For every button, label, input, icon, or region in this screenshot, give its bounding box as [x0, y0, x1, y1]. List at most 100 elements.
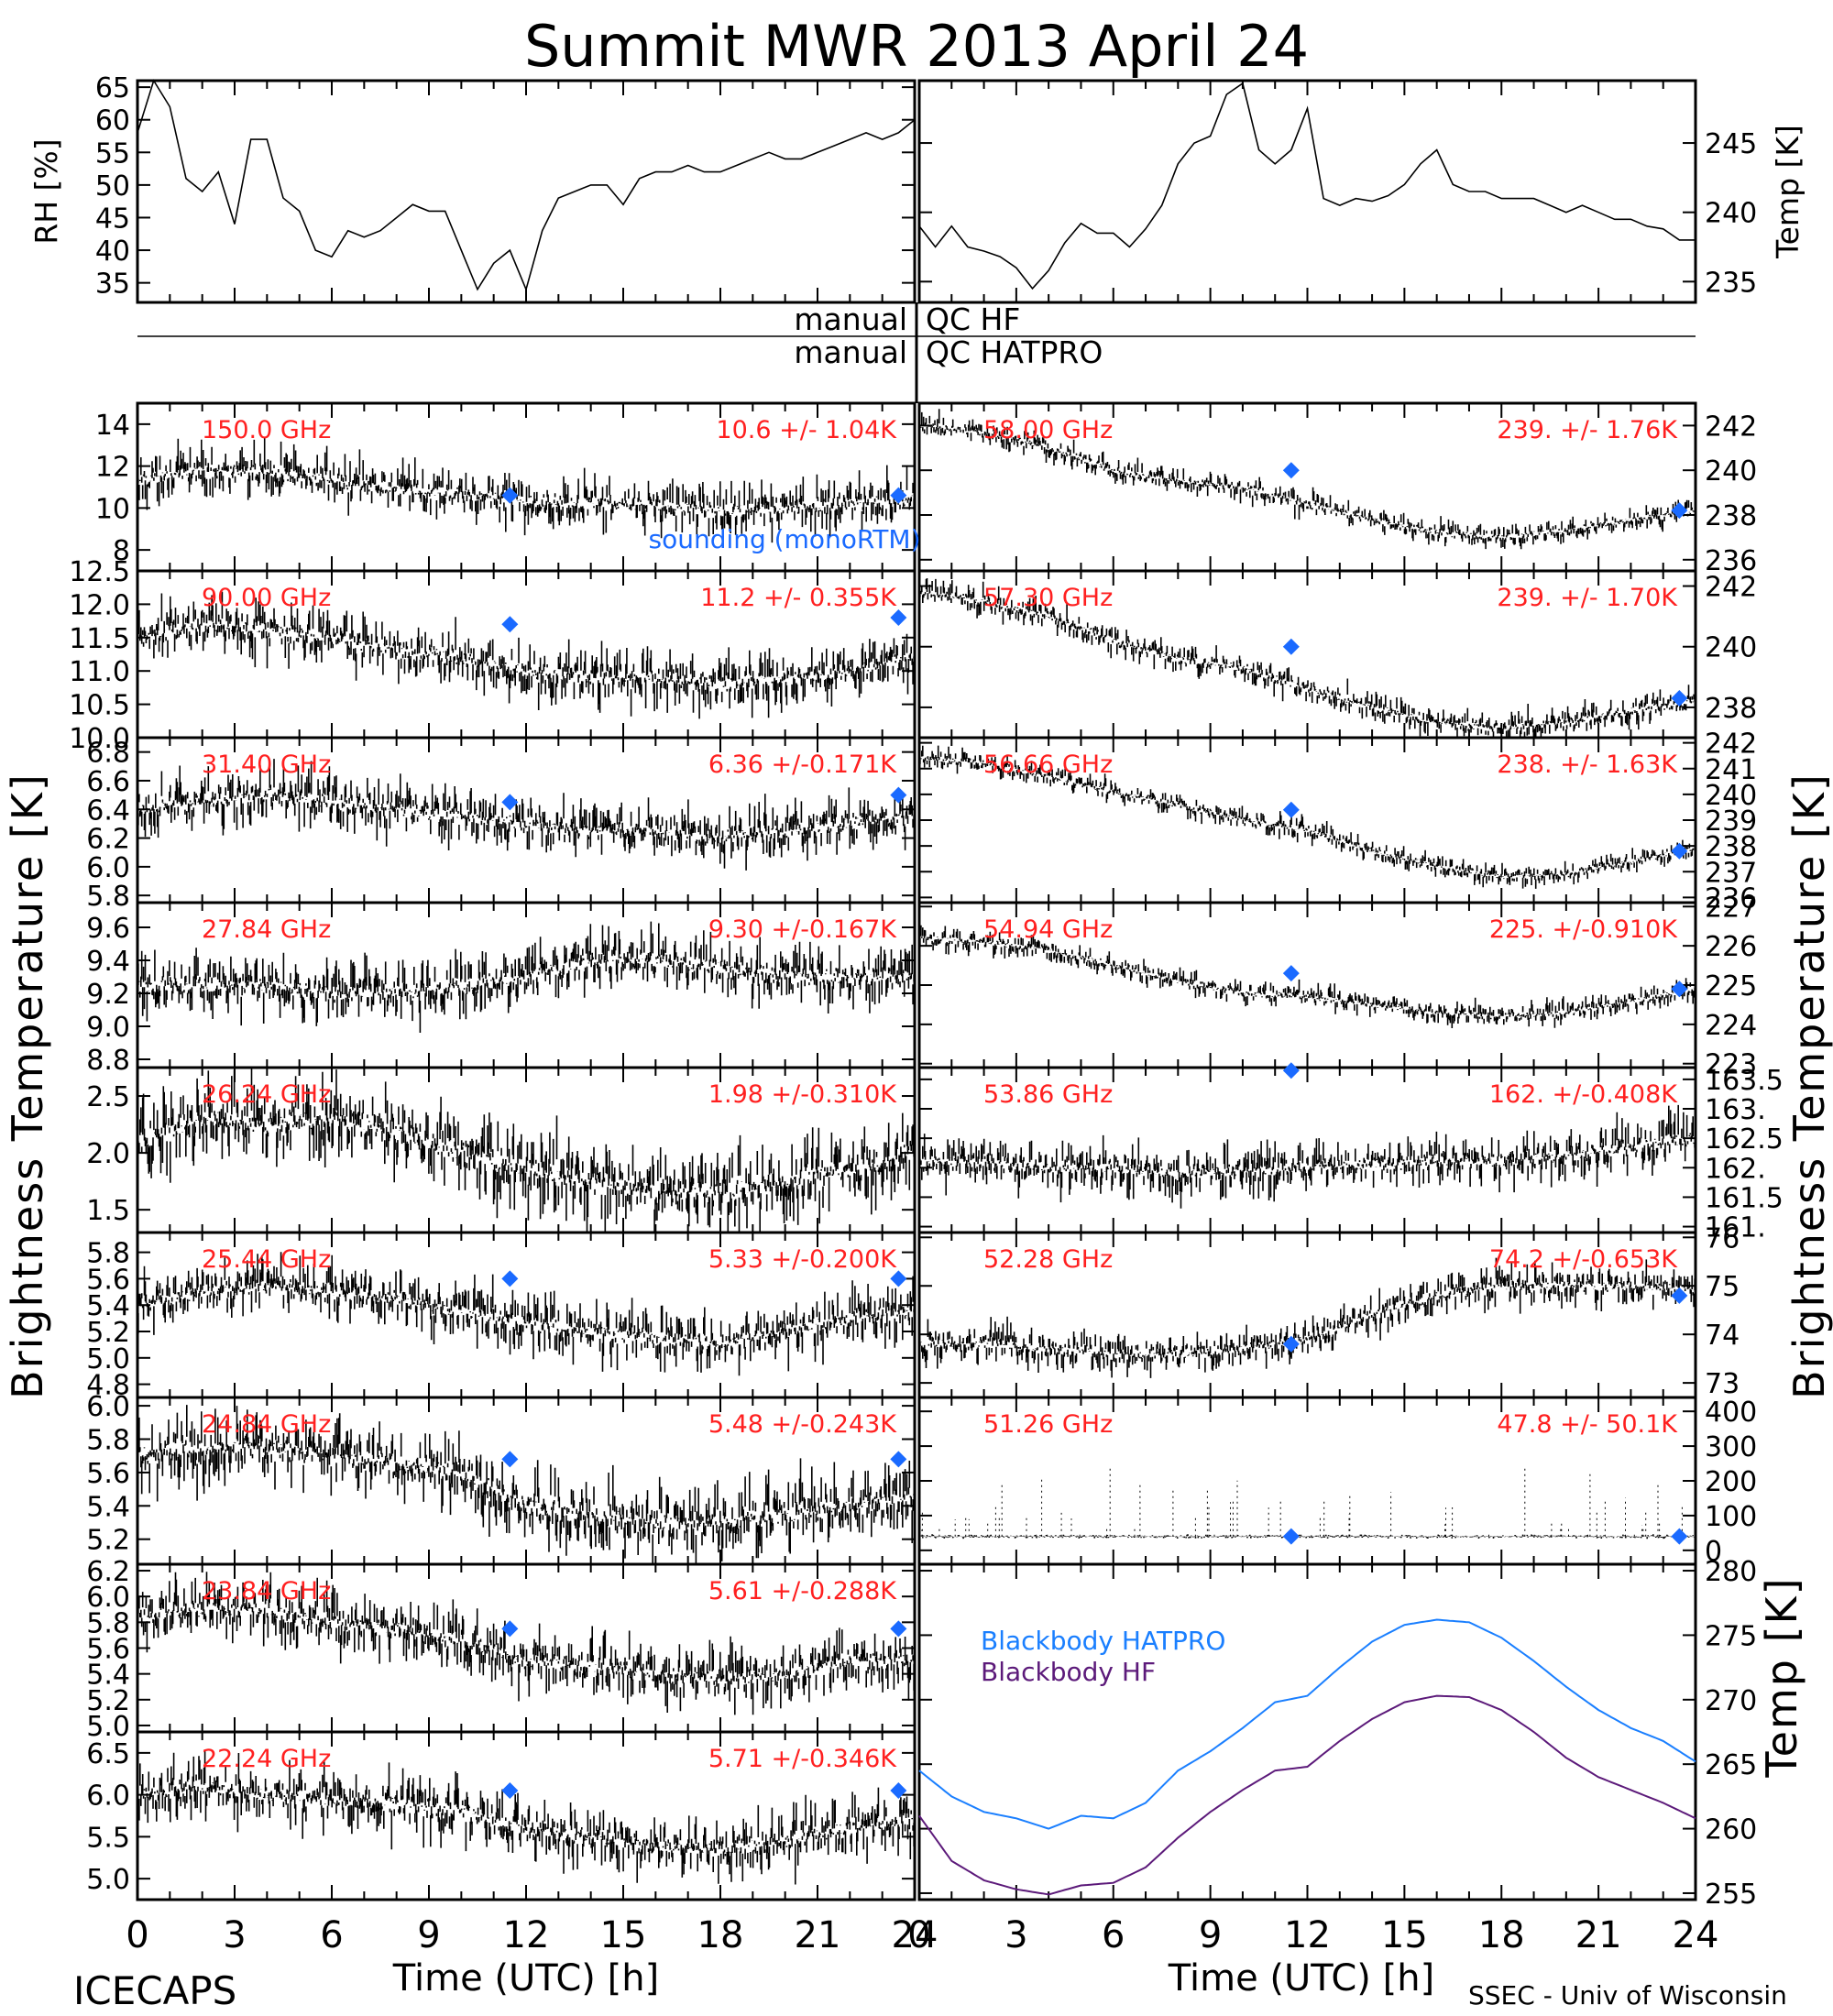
right-y-axis-label: Brightness Temperature [K] — [1784, 772, 1833, 1399]
y-tick-label: 4.8 — [86, 1370, 130, 1402]
y-tick-label: 12.0 — [69, 589, 130, 621]
y-tick-label: 5.6 — [86, 1634, 130, 1666]
frequency-label: 31.40 GHz — [202, 751, 331, 779]
sounding-marker — [1671, 842, 1688, 860]
stat-label: 225. +/-0.910K — [1489, 915, 1678, 944]
panel-frame-blackbody — [917, 1562, 1697, 1901]
frequency-label: 23.84 GHz — [202, 1577, 331, 1605]
temp-bottom-axis-label: Temp [K] — [1757, 1576, 1806, 1778]
sounding-marker — [1282, 1062, 1300, 1079]
line-series-rh — [137, 79, 916, 292]
sounding-marker — [1671, 1528, 1688, 1545]
y-tick-label: 300 — [1705, 1431, 1757, 1463]
y-tick-label: 161.5 — [1705, 1182, 1784, 1214]
y-tick-label: 163. — [1705, 1094, 1766, 1126]
y-tick-label: 10.5 — [69, 690, 130, 722]
y-tick-label: 6.2 — [86, 824, 130, 856]
figure-title: Summit MWR 2013 April 24 — [524, 13, 1309, 80]
y-tick-label: 6.0 — [86, 1582, 130, 1614]
y-tick-label: 5.4 — [86, 1660, 130, 1692]
sounding-legend: sounding (monoRTM) — [649, 524, 921, 554]
stat-label: 239. +/- 1.76K — [1497, 416, 1678, 444]
y-tick-label: 14 — [95, 410, 130, 442]
y-tick-label: 5.6 — [86, 1458, 130, 1490]
frequency-label: 58.00 GHz — [983, 416, 1113, 444]
y-tick-label: 76 — [1705, 1222, 1740, 1255]
y-tick-label: 8.8 — [86, 1045, 130, 1077]
data-series-bt_23 — [137, 1572, 916, 1715]
panel-frame-rh — [136, 79, 916, 304]
x-tick-label: 9 — [417, 1914, 440, 1956]
y-tick-label: 240 — [1705, 455, 1757, 488]
sounding-marker — [1671, 1287, 1688, 1304]
qc-hatpro-left-label: manual — [794, 334, 907, 370]
y-tick-label: 245 — [1705, 128, 1757, 160]
y-tick-label: 238 — [1705, 500, 1757, 532]
x-tick-label: 12 — [503, 1914, 550, 1956]
sounding-marker — [890, 786, 907, 804]
y-tick-label: 5.4 — [86, 1290, 130, 1322]
blackbody-series-0 — [918, 1618, 1696, 1830]
x-tick-label: 24 — [1673, 1914, 1719, 1956]
stat-label: 5.71 +/-0.346K — [708, 1745, 897, 1773]
frequency-label: 52.28 GHz — [983, 1245, 1113, 1274]
y-tick-label: 5.0 — [86, 1711, 130, 1743]
y-tick-label: 8 — [113, 535, 130, 567]
y-tick-label: 10 — [95, 493, 130, 525]
y-tick-label: 240 — [1705, 198, 1757, 230]
sounding-marker — [890, 1270, 907, 1287]
y-tick-label: 6.0 — [86, 852, 130, 884]
stat-label: 162. +/-0.408K — [1489, 1080, 1678, 1109]
sounding-marker — [1282, 965, 1300, 982]
y-tick-label: 12.5 — [69, 556, 130, 588]
y-tick-label: 200 — [1705, 1466, 1757, 1498]
y-tick-label: 11.0 — [69, 656, 130, 688]
y-tick-label: 6.8 — [86, 738, 130, 770]
sounding-marker — [1282, 1335, 1300, 1353]
stat-label: 239. +/- 1.70K — [1497, 584, 1678, 612]
y-tick-label: 224 — [1705, 1010, 1757, 1042]
sounding-marker — [1671, 502, 1688, 520]
y-tick-label: 241 — [1705, 754, 1757, 786]
qc-hf-left-label: manual — [794, 301, 907, 337]
y-tick-label: 162.5 — [1705, 1123, 1784, 1156]
stat-label: 10.6 +/- 1.04K — [716, 416, 897, 444]
blackbody-legend-1: Blackbody HF — [981, 1657, 1156, 1687]
y-tick-label: 12 — [95, 452, 130, 484]
y-tick-label: 265 — [1705, 1749, 1757, 1781]
sounding-marker — [501, 1270, 519, 1287]
y-tick-label: 40 — [95, 236, 130, 268]
y-tick-label: 2.0 — [86, 1138, 130, 1170]
y-tick-label: 65 — [95, 72, 130, 104]
stat-label: 74.2 +/-0.653K — [1489, 1245, 1678, 1274]
y-tick-label: 5.0 — [86, 1864, 130, 1896]
blackbody-series-1 — [918, 1694, 1696, 1896]
sounding-marker — [501, 1620, 519, 1638]
sounding-marker — [501, 1782, 519, 1800]
y-tick-label: 240 — [1705, 780, 1757, 812]
y-tick-label: 73 — [1705, 1368, 1740, 1400]
x-tick-label: 24 — [892, 1914, 938, 1956]
frequency-label: 57.30 GHz — [983, 584, 1113, 612]
y-tick-label: 400 — [1705, 1397, 1757, 1429]
data-series-bt_24 — [137, 1405, 916, 1564]
y-tick-label: 50 — [95, 170, 130, 203]
y-tick-label: 5.8 — [86, 1425, 130, 1457]
right-x-axis-label: Time (UTC) [h] — [1168, 1957, 1434, 2000]
stat-label: 9.30 +/-0.167K — [708, 915, 897, 944]
y-tick-label: 5.8 — [86, 881, 130, 913]
sounding-marker — [501, 487, 519, 504]
y-tick-label: 6.4 — [86, 794, 130, 827]
x-tick-label: 6 — [1102, 1914, 1125, 1956]
left-y-axis-label: Brightness Temperature [K] — [3, 772, 52, 1399]
data-series-bt_90 — [137, 591, 916, 719]
y-tick-label: 5.2 — [86, 1525, 130, 1557]
y-tick-label: 74 — [1705, 1320, 1740, 1352]
y-tick-label: 10.0 — [69, 723, 130, 755]
frequency-label: 54.94 GHz — [983, 915, 1113, 944]
y-tick-label: 75 — [1705, 1271, 1740, 1303]
y-tick-label: 162. — [1705, 1153, 1766, 1185]
data-series-bt_31 — [137, 759, 916, 871]
data-series-bt_58 — [918, 409, 1696, 550]
y-tick-label: 226 — [1705, 931, 1757, 963]
